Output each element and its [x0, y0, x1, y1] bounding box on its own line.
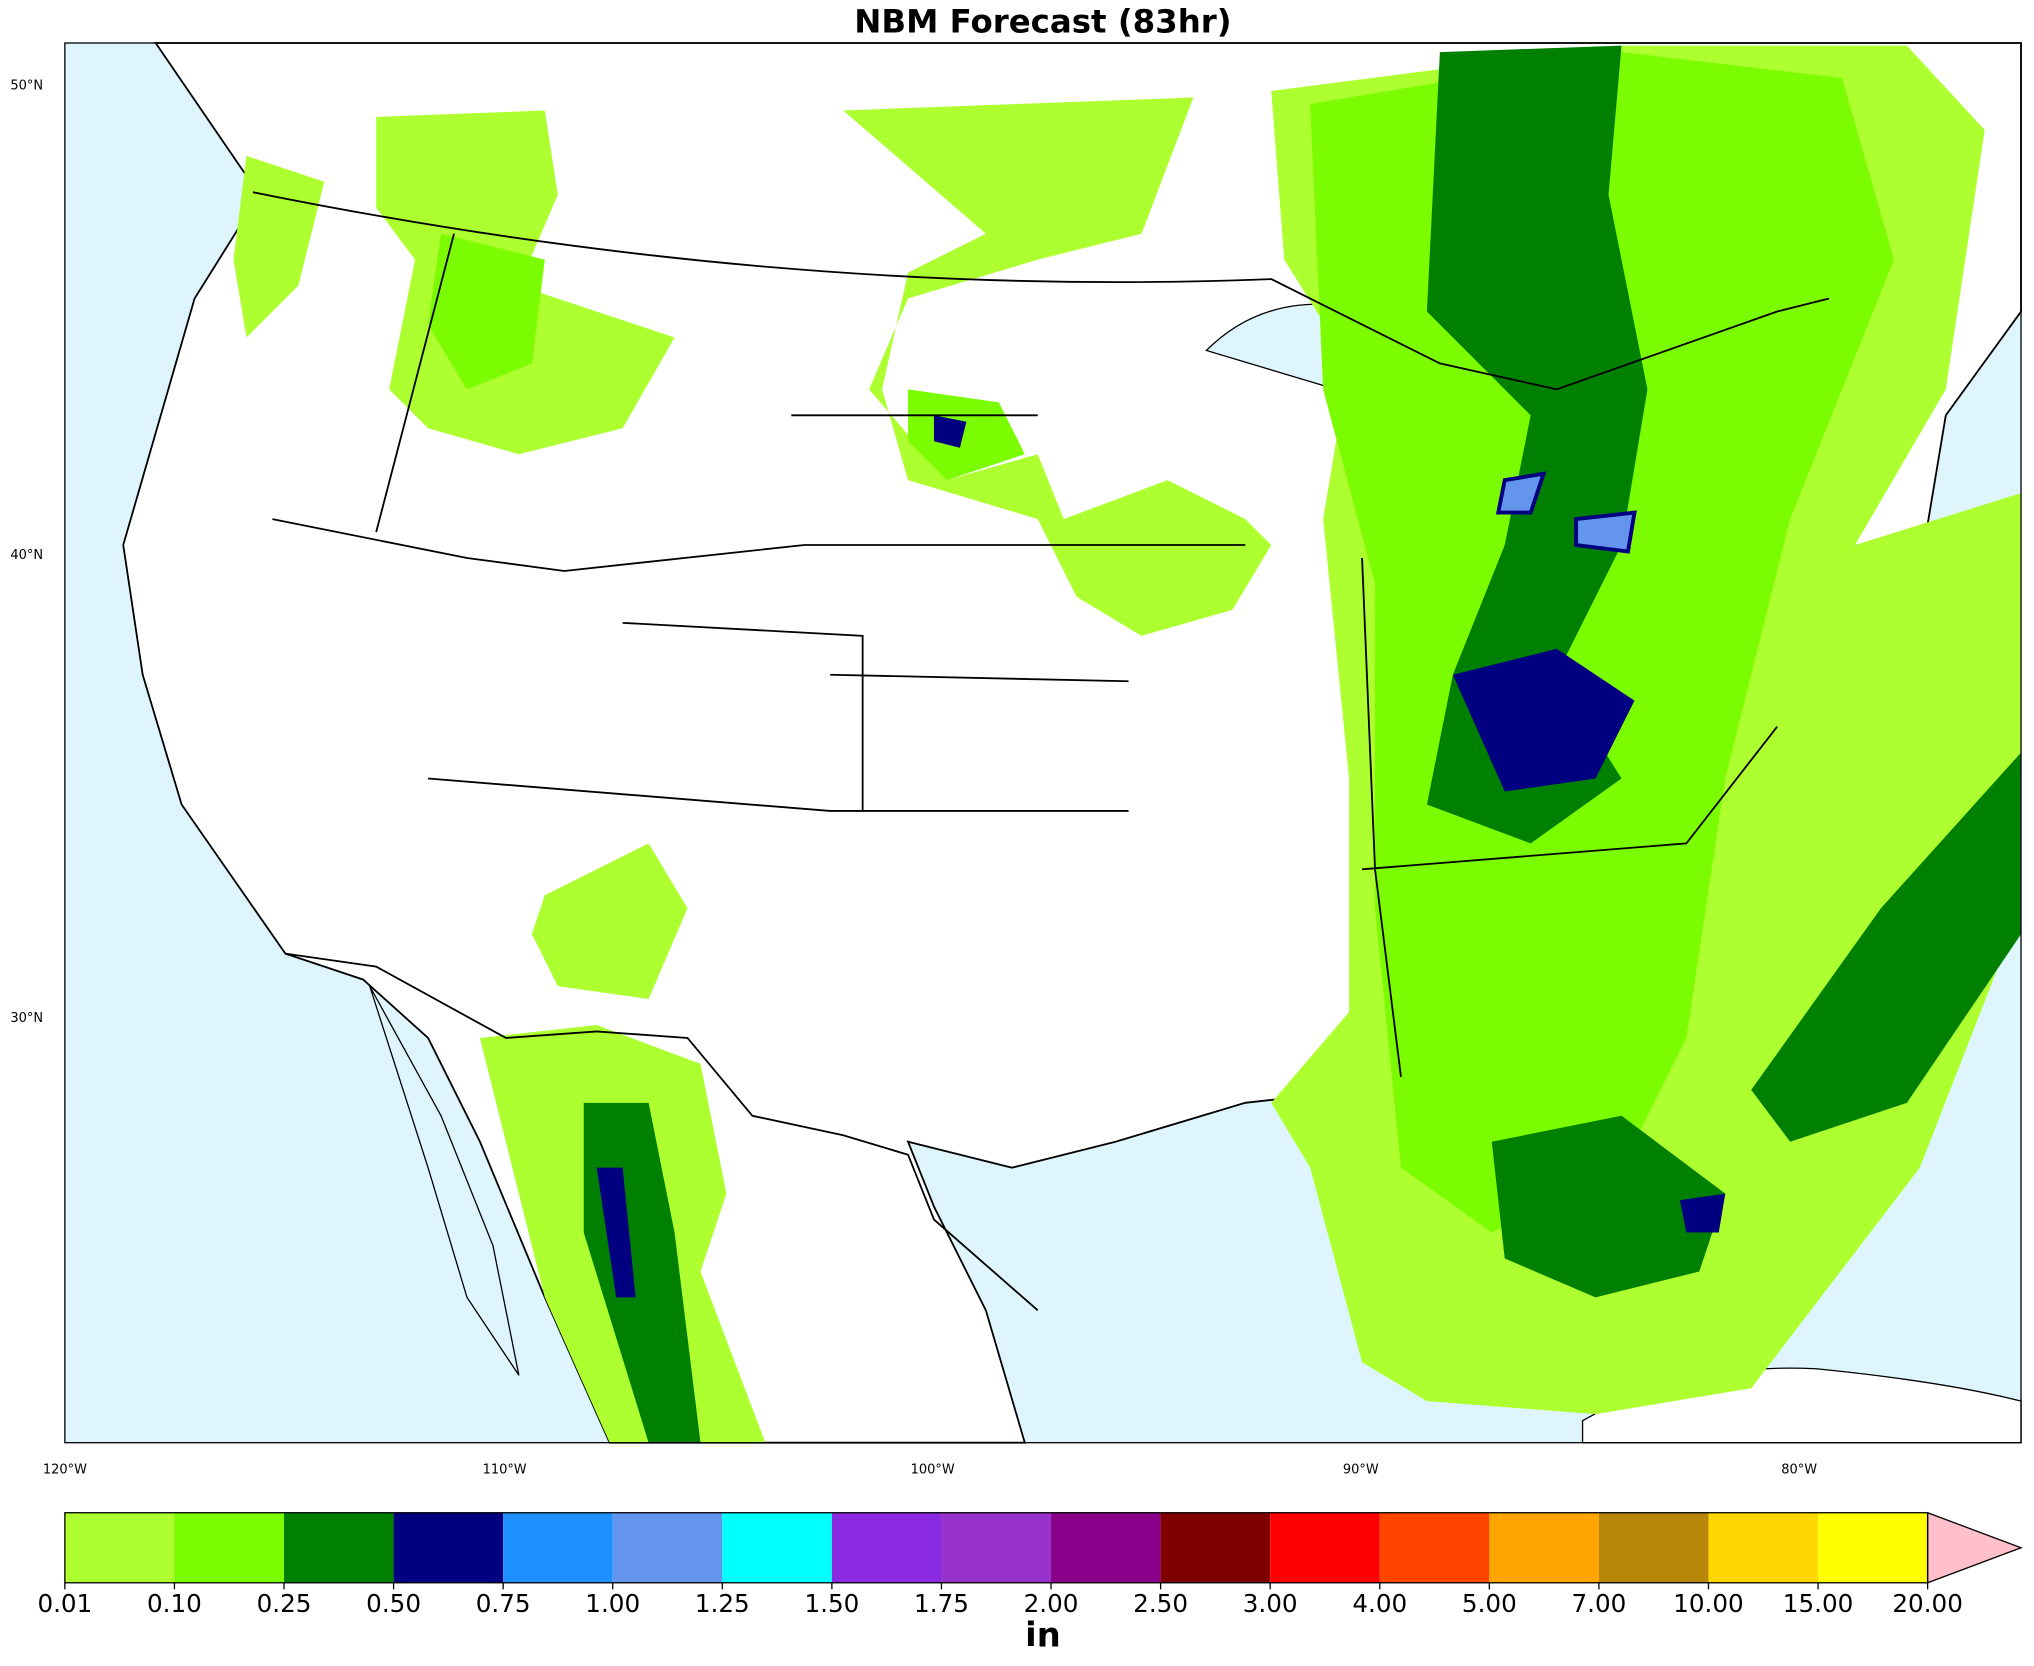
colorbar-bin: [612, 1512, 723, 1583]
lon-labels: 120°W 110°W 100°W 90°W 80°W: [43, 1462, 1817, 1477]
lat-labels: 50°N 40°N 30°N: [10, 78, 43, 1026]
lon-label: 110°W: [483, 1462, 527, 1477]
colorbar-bin: [1379, 1512, 1490, 1583]
colorbar-bin: [941, 1512, 1052, 1583]
colorbar-tick-label: 4.00: [1352, 1589, 1407, 1618]
map-frame: [64, 42, 2022, 1444]
colorbar-label: in: [1025, 1616, 1061, 1655]
map: [64, 42, 2022, 1444]
precip-fill: [233, 45, 2022, 1443]
colorbar-bin: [1598, 1512, 1709, 1583]
precip-area: [1751, 752, 2022, 1142]
lon-label: 90°W: [1343, 1462, 1379, 1477]
colorbar-bin: [174, 1512, 285, 1583]
title: NBM Forecast (83hr): [854, 3, 1231, 41]
colorbar-bin: [1818, 1512, 1928, 1583]
precip-area: [1495, 471, 1547, 515]
colorbar-bin: [503, 1512, 613, 1583]
colorbar-bin: [1051, 1512, 1161, 1583]
precip-area: [908, 389, 1025, 481]
colorbar-tick-label: 0.01: [37, 1589, 92, 1618]
colorbar-tick-label: 1.25: [695, 1589, 750, 1618]
precip-area: [1574, 510, 1637, 554]
precip-area: [1452, 648, 1635, 792]
lat-label: 50°N: [10, 78, 43, 93]
colorbar-bin: [1708, 1512, 1819, 1583]
colorbar-tick-label: 10.00: [1673, 1589, 1744, 1618]
lat-label: 40°N: [10, 548, 43, 563]
precip-area: [1310, 52, 1894, 1233]
colorbar-bin: [1270, 1512, 1380, 1583]
colorbar-tick-label: 1.50: [804, 1589, 859, 1618]
colorbar-bin: [1489, 1512, 1599, 1583]
colorbar: 0.01 0.10 0.25 0.50 0.75 1.00 1.25 1.50 1.75 2.00…: [37, 1511, 2023, 1618]
lon-label: 80°W: [1781, 1462, 1817, 1477]
lon-label: 120°W: [43, 1462, 87, 1477]
colorbar-extend: [1926, 1511, 2023, 1584]
precip-area: [1679, 1193, 1726, 1233]
precip-area: [843, 97, 1272, 636]
border: [252, 191, 1830, 391]
colorbar-tick-label: 20.00: [1892, 1589, 1963, 1618]
colorbar-tick-label: 0.10: [147, 1589, 202, 1618]
colorbar-tick-label: 3.00: [1243, 1589, 1298, 1618]
precip-area: [596, 1167, 636, 1298]
colorbar-frame: [64, 1512, 1929, 1584]
colorbar-tick-label: 5.00: [1462, 1589, 1517, 1618]
colorbar-tick-label: 1.75: [914, 1589, 969, 1618]
colorbar-tick-label: 7.00: [1571, 1589, 1626, 1618]
precip-area: [428, 233, 545, 390]
colorbar-tick-label: 2.00: [1024, 1589, 1079, 1618]
colorbar-bin: [64, 1512, 175, 1583]
border: [272, 233, 1778, 1077]
precip-area: [376, 110, 675, 455]
colorbar-bin: [831, 1512, 942, 1583]
colorbar-bin: [722, 1512, 832, 1583]
colorbar-tick-label: 1.00: [585, 1589, 640, 1618]
colorbar-tick-label: 0.25: [257, 1589, 312, 1618]
colorbar-bin: [284, 1512, 394, 1583]
border: [285, 952, 1039, 1312]
lon-label: 100°W: [911, 1462, 955, 1477]
lat-label: 30°N: [10, 1011, 43, 1026]
precip-area: [1426, 45, 1648, 844]
precip-area: [933, 415, 967, 448]
colorbar-tick-label: 2.50: [1133, 1589, 1188, 1618]
gulf-of-california: [369, 985, 520, 1376]
colorbar-bin: [1160, 1512, 1271, 1583]
precip-area: [531, 843, 688, 1000]
borders: [252, 191, 1830, 1312]
colorbar-tick-label: 0.50: [366, 1589, 421, 1618]
colorbar-bin: [393, 1512, 504, 1583]
colorbar-tick-label: 0.75: [476, 1589, 531, 1618]
precip-area: [1491, 1115, 1726, 1298]
colorbar-tick-label: 15.00: [1783, 1589, 1854, 1618]
